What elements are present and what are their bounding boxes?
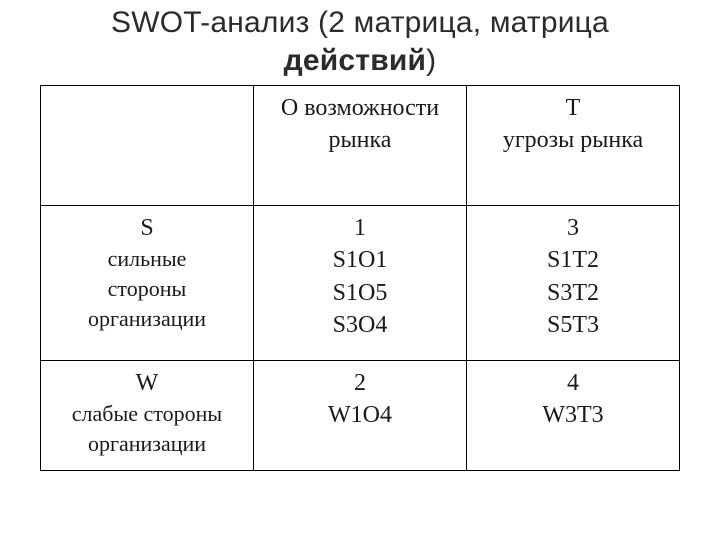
s-l2: сильные	[47, 244, 247, 274]
w-l3: организации	[47, 429, 247, 459]
wt-a: W3T3	[473, 399, 673, 431]
st-b: S3T2	[473, 277, 673, 309]
header-opportunities-cell: O возможности рынка	[254, 86, 467, 206]
title-bold: действий	[284, 44, 426, 77]
swot-matrix-table: O возможности рынка T угрозы рынка S сил…	[40, 85, 680, 471]
header-empty-cell	[41, 86, 254, 206]
cell-so: 1 S1O1 S1O5 S3O4	[254, 206, 467, 361]
cell-wo: 2 W1O4	[254, 361, 467, 471]
table-row: W слабые стороны организации 2 W1O4 4 W3…	[41, 361, 680, 471]
s-l1: S	[47, 212, 247, 244]
header-o-line2: рынка	[260, 124, 460, 156]
so-n: 1	[260, 212, 460, 244]
st-c: S5T3	[473, 309, 673, 341]
s-l4: организации	[47, 304, 247, 334]
so-b: S1O5	[260, 277, 460, 309]
so-a: S1O1	[260, 244, 460, 276]
wt-n: 4	[473, 367, 673, 399]
row-weaknesses-label-cell: W слабые стороны организации	[41, 361, 254, 471]
wo-a: W1O4	[260, 399, 460, 431]
header-t-line2: угрозы рынка	[473, 124, 673, 156]
wo-n: 2	[260, 367, 460, 399]
title-post: )	[426, 44, 436, 77]
cell-st: 3 S1T2 S3T2 S5T3	[467, 206, 680, 361]
header-t-line1: T	[473, 92, 673, 124]
w-l1: W	[47, 367, 247, 399]
w-l2: слабые стороны	[47, 399, 247, 429]
s-l3: стороны	[47, 274, 247, 304]
table-header-row: O возможности рынка T угрозы рынка	[41, 86, 680, 206]
st-a: S1T2	[473, 244, 673, 276]
row-strengths-label-cell: S сильные стороны организации	[41, 206, 254, 361]
page-title: SWOT-анализ (2 матрица, матрица действий…	[40, 4, 680, 79]
header-threats-cell: T угрозы рынка	[467, 86, 680, 206]
st-n: 3	[473, 212, 673, 244]
slide: SWOT-анализ (2 матрица, матрица действий…	[0, 0, 720, 540]
cell-wt: 4 W3T3	[467, 361, 680, 471]
title-pre: SWOT-анализ (2 матрица, матрица	[111, 6, 609, 39]
table-row: S сильные стороны организации 1 S1O1 S1O…	[41, 206, 680, 361]
so-c: S3O4	[260, 309, 460, 341]
header-o-line1: O возможности	[260, 92, 460, 124]
